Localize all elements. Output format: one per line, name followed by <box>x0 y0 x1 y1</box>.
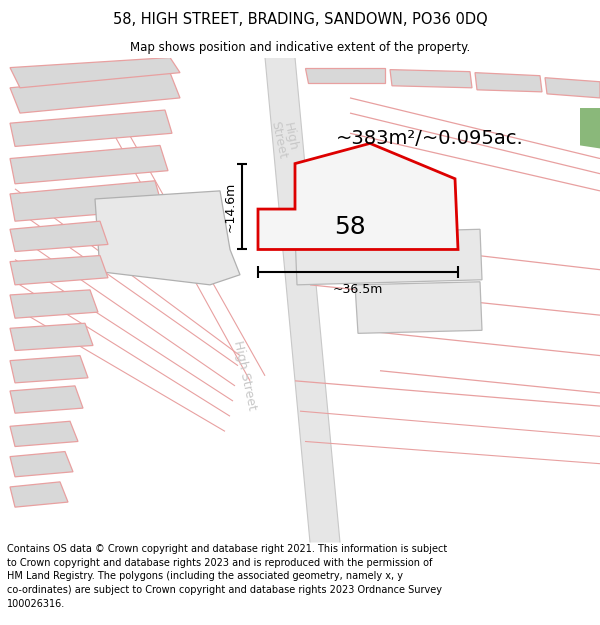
Polygon shape <box>10 356 88 383</box>
Polygon shape <box>258 143 458 249</box>
Text: 58, HIGH STREET, BRADING, SANDOWN, PO36 0DQ: 58, HIGH STREET, BRADING, SANDOWN, PO36 … <box>113 11 487 26</box>
Polygon shape <box>10 110 172 146</box>
Polygon shape <box>10 181 163 221</box>
Polygon shape <box>10 256 108 285</box>
Polygon shape <box>305 68 385 82</box>
Polygon shape <box>10 421 78 446</box>
Polygon shape <box>295 229 482 285</box>
Text: High Street: High Street <box>231 340 259 412</box>
Polygon shape <box>10 323 93 351</box>
Polygon shape <box>10 72 180 113</box>
Polygon shape <box>10 221 108 251</box>
Text: ~14.6m: ~14.6m <box>223 181 236 232</box>
Text: ~36.5m: ~36.5m <box>333 283 383 296</box>
Polygon shape <box>10 482 68 507</box>
Text: 58: 58 <box>334 215 366 239</box>
Polygon shape <box>355 282 482 333</box>
Polygon shape <box>545 78 600 98</box>
Polygon shape <box>10 386 83 413</box>
Polygon shape <box>390 69 472 88</box>
Polygon shape <box>475 72 542 92</box>
Polygon shape <box>10 290 98 318</box>
Text: ~383m²/~0.095ac.: ~383m²/~0.095ac. <box>336 129 524 148</box>
Text: High
Street: High Street <box>268 117 300 159</box>
Polygon shape <box>10 146 168 184</box>
Polygon shape <box>580 108 600 148</box>
Polygon shape <box>10 58 180 88</box>
Text: Contains OS data © Crown copyright and database right 2021. This information is : Contains OS data © Crown copyright and d… <box>7 544 448 609</box>
Polygon shape <box>265 58 340 542</box>
Polygon shape <box>10 451 73 477</box>
Text: Map shows position and indicative extent of the property.: Map shows position and indicative extent… <box>130 41 470 54</box>
Polygon shape <box>95 191 240 285</box>
